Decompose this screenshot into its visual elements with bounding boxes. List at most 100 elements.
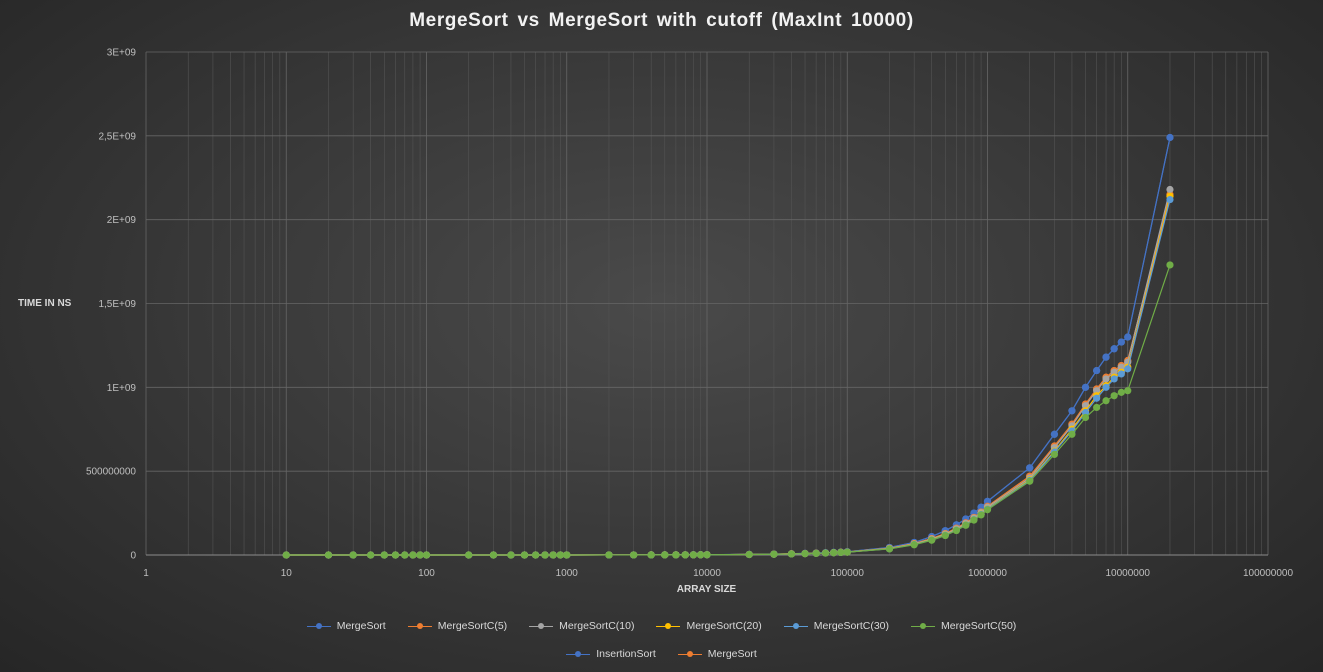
data-point: [647, 551, 655, 559]
series-line: [286, 189, 1171, 556]
data-point: [465, 551, 473, 559]
legend-swatch-marker: [665, 623, 672, 629]
data-point: [1117, 370, 1125, 378]
data-point: [1068, 430, 1076, 438]
data-point: [1124, 333, 1132, 341]
data-point: [1102, 397, 1110, 405]
legend-swatch: [911, 622, 936, 630]
data-point: [520, 551, 529, 559]
data-point: [1110, 345, 1118, 353]
data-point: [837, 548, 845, 557]
data-point: [1110, 368, 1118, 376]
x-axis-label: ARRAY SIZE: [676, 584, 737, 595]
y-tick-label: 2E+09: [107, 215, 137, 226]
data-point: [1117, 338, 1125, 346]
x-tick-label: 1: [143, 568, 149, 579]
y-tick-label: 1,5E+09: [98, 299, 136, 310]
legend-swatch: [306, 622, 331, 630]
x-tick-label: 10000: [693, 568, 721, 579]
legend-swatch-marker: [538, 623, 545, 629]
data-point: [1102, 375, 1110, 383]
data-point: [689, 551, 698, 559]
data-point: [787, 550, 796, 558]
data-point: [1166, 133, 1174, 142]
legend-swatch: [656, 622, 681, 630]
data-point: [952, 526, 960, 535]
y-tick-label: 2,5E+09: [98, 131, 136, 142]
y-tick-label: 500000000: [86, 467, 136, 478]
data-point: [928, 536, 936, 544]
legend-item: MergeSortC(50): [911, 620, 1016, 632]
data-point: [1124, 365, 1132, 373]
y-tick-label: 1E+09: [107, 383, 137, 394]
legend-swatch: [783, 622, 808, 630]
data-point: [1081, 383, 1090, 391]
data-point: [1102, 383, 1110, 391]
data-point: [970, 516, 978, 524]
data-point: [1081, 413, 1090, 422]
data-point: [1068, 407, 1076, 415]
data-point: [282, 551, 290, 559]
legend-label: MergeSortC(5): [437, 620, 508, 632]
legend-swatch-marker: [575, 651, 582, 657]
data-point: [549, 551, 557, 559]
data-point: [1093, 403, 1101, 412]
legend-label: InsertionSort: [596, 648, 656, 660]
legend-item: InsertionSort: [566, 648, 656, 660]
legend-label: MergeSortC(20): [686, 620, 762, 632]
x-tick-label: 100000000: [1243, 568, 1293, 579]
data-point: [672, 551, 680, 559]
legend-label: MergeSortC(50): [941, 620, 1017, 632]
data-point: [324, 551, 333, 559]
data-point: [843, 548, 851, 556]
data-point: [661, 551, 669, 559]
x-tick-label: 10: [281, 568, 293, 579]
legend-swatch: [566, 650, 591, 658]
series-line: [286, 196, 1171, 556]
data-point: [416, 551, 424, 559]
x-tick-label: 1000: [556, 568, 579, 579]
data-point: [1110, 392, 1118, 400]
data-point: [1124, 387, 1132, 395]
data-point: [1102, 353, 1110, 361]
legend-swatch-marker: [315, 623, 322, 629]
x-tick-label: 100: [418, 568, 435, 579]
data-point: [1117, 363, 1125, 371]
legend-item: MergeSortC(30): [783, 620, 890, 632]
series-line: [286, 194, 1171, 556]
data-point: [630, 551, 638, 559]
data-point: [962, 521, 970, 529]
legend-item: MergeSortC(20): [656, 620, 762, 632]
data-point: [349, 551, 357, 559]
x-tick-label: 10000000: [1106, 568, 1151, 579]
data-point: [812, 549, 820, 557]
data-point: [941, 531, 949, 540]
legend-row-2: InsertionSort MergeSort: [0, 640, 1323, 668]
data-point: [745, 550, 753, 559]
data-point: [1050, 430, 1059, 438]
data-point: [391, 551, 399, 559]
data-point: [1093, 394, 1101, 402]
legend-label: MergeSortC(30): [813, 620, 890, 632]
data-point: [605, 551, 613, 559]
data-point: [422, 551, 431, 559]
data-point: [507, 551, 515, 559]
legend: MergeSort MergeSortC(5) MergeSortC(10) Merg…: [0, 612, 1323, 668]
legend-swatch: [677, 650, 702, 658]
data-point: [703, 551, 711, 559]
data-point: [983, 506, 992, 514]
data-point: [541, 551, 549, 559]
data-point: [977, 511, 985, 519]
data-point: [1110, 375, 1118, 383]
data-point: [409, 551, 417, 559]
legend-swatch: [529, 622, 554, 630]
series-line: [286, 199, 1171, 556]
data-point: [1093, 387, 1101, 395]
data-point: [1117, 388, 1125, 396]
legend-swatch-marker: [920, 623, 927, 629]
legend-label: MergeSort: [707, 648, 757, 660]
chart-title: MergeSort vs MergeSort with cutoff (MaxI…: [409, 10, 914, 31]
data-point: [563, 551, 571, 559]
data-point: [380, 551, 388, 559]
x-tick-label: 1000000: [968, 568, 1007, 579]
